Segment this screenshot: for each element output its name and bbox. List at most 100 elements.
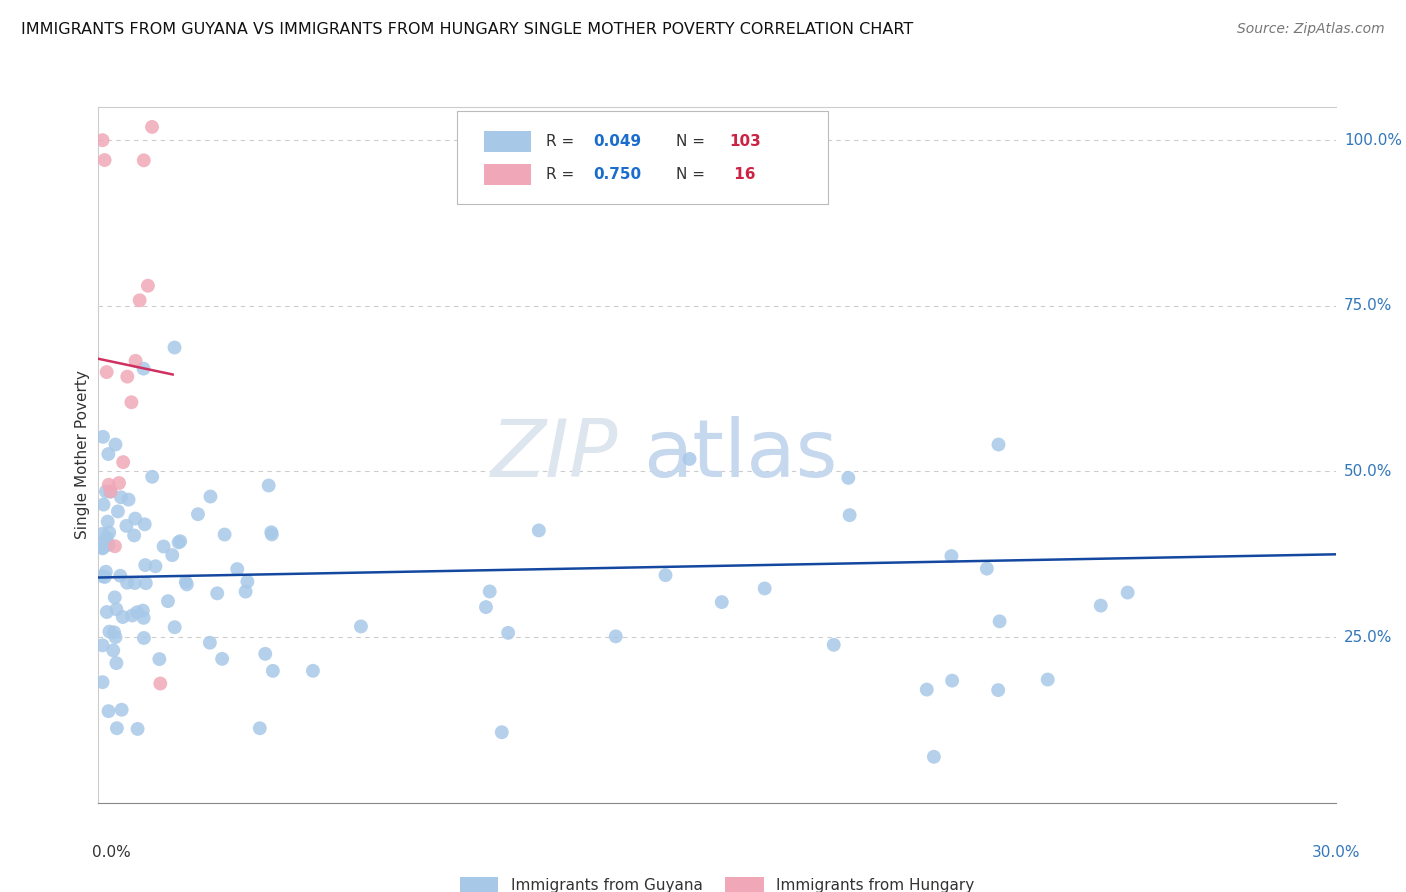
Point <box>91 526 114 541</box>
Text: 30.0%: 30.0% <box>1312 845 1361 860</box>
Point <box>132 153 155 168</box>
Text: 75.0%: 75.0% <box>1344 298 1392 313</box>
Text: R =: R = <box>547 167 579 182</box>
Point <box>249 721 271 735</box>
Point <box>94 570 117 584</box>
Point <box>105 602 128 616</box>
Point <box>654 568 676 582</box>
Point <box>91 541 114 556</box>
Point <box>94 565 117 579</box>
Point <box>91 430 114 444</box>
Point <box>97 477 120 491</box>
Point <box>941 549 963 563</box>
Point <box>91 536 114 550</box>
Point <box>163 341 186 355</box>
Point <box>105 656 128 670</box>
Point <box>257 478 280 492</box>
Point <box>260 527 283 541</box>
Point <box>148 652 170 666</box>
Point <box>132 604 155 618</box>
Point <box>211 652 233 666</box>
Point <box>98 624 121 639</box>
Point <box>987 437 1010 451</box>
Point <box>838 508 860 523</box>
Point <box>94 484 117 499</box>
Point <box>710 595 733 609</box>
Point <box>97 704 120 718</box>
Point <box>107 504 129 518</box>
Point <box>187 507 209 521</box>
Text: 0.0%: 0.0% <box>93 845 131 860</box>
Point <box>97 447 120 461</box>
Point <box>605 629 627 643</box>
Point <box>205 586 228 600</box>
Point <box>176 577 198 591</box>
Point <box>198 636 221 650</box>
Point <box>91 133 114 147</box>
Point <box>96 365 118 379</box>
Point <box>91 569 114 583</box>
Point <box>104 539 127 553</box>
FancyBboxPatch shape <box>485 131 531 153</box>
Point <box>1090 599 1112 613</box>
FancyBboxPatch shape <box>457 111 828 204</box>
Point <box>350 619 373 633</box>
Point <box>104 630 127 644</box>
Point <box>260 525 283 540</box>
Point <box>134 558 156 573</box>
Point <box>1036 673 1059 687</box>
Point <box>156 594 179 608</box>
Text: 103: 103 <box>730 135 761 149</box>
Point <box>754 582 776 596</box>
Point <box>141 120 163 134</box>
Point <box>124 576 146 591</box>
Point <box>91 541 114 555</box>
Point <box>162 548 184 562</box>
Point <box>491 725 513 739</box>
Point <box>496 625 519 640</box>
Point <box>163 620 186 634</box>
Point <box>235 584 257 599</box>
Point <box>97 515 120 529</box>
Point <box>105 721 128 735</box>
Point <box>122 528 145 542</box>
Point <box>135 576 157 591</box>
Point <box>132 631 155 645</box>
Point <box>1116 585 1139 599</box>
Point <box>120 395 142 409</box>
Point <box>837 471 859 485</box>
Point <box>124 354 146 368</box>
Point <box>200 490 222 504</box>
Point <box>136 278 159 293</box>
Point <box>254 647 277 661</box>
Point <box>117 369 139 384</box>
Legend: Immigrants from Guyana, Immigrants from Hungary: Immigrants from Guyana, Immigrants from … <box>460 877 974 892</box>
Point <box>152 540 174 554</box>
Text: Source: ZipAtlas.com: Source: ZipAtlas.com <box>1237 22 1385 37</box>
Point <box>128 293 150 308</box>
Point <box>127 605 149 619</box>
Point <box>174 574 197 589</box>
Point <box>98 484 121 499</box>
Text: 16: 16 <box>730 167 756 182</box>
Point <box>98 525 121 540</box>
Point <box>104 437 127 451</box>
Point <box>103 625 125 640</box>
Point <box>132 611 155 625</box>
Point <box>226 562 249 576</box>
Point <box>141 470 163 484</box>
Point <box>302 664 325 678</box>
Point <box>262 664 284 678</box>
Point <box>169 534 191 549</box>
Point <box>93 498 115 512</box>
Text: R =: R = <box>547 135 579 149</box>
Point <box>108 476 131 491</box>
Text: N =: N = <box>676 167 706 182</box>
Text: 25.0%: 25.0% <box>1344 630 1392 645</box>
Point <box>111 703 134 717</box>
Point <box>145 559 167 574</box>
Point <box>132 361 155 376</box>
Text: 50.0%: 50.0% <box>1344 464 1392 479</box>
Point <box>134 517 156 532</box>
Point <box>96 531 118 545</box>
